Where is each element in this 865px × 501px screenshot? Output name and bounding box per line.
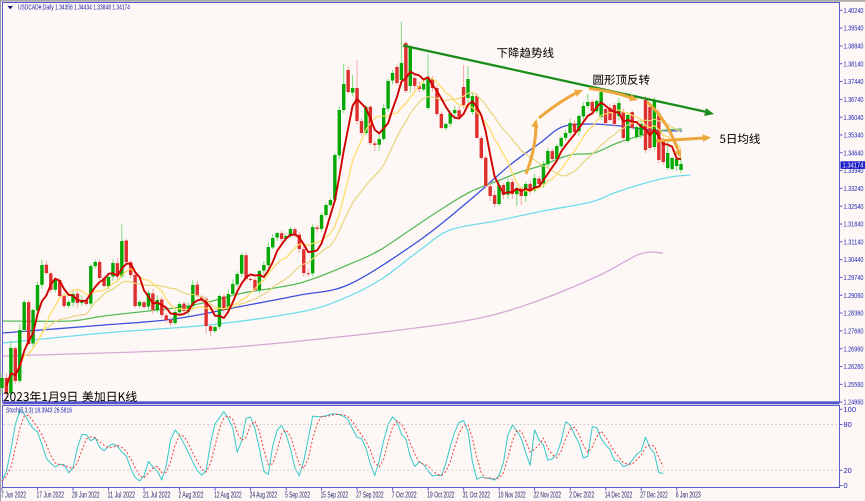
- svg-text:1.29060: 1.29060: [844, 291, 864, 300]
- svg-text:1.29740: 1.29740: [844, 273, 864, 282]
- svg-text:19 Oct 2022: 19 Oct 2022: [427, 491, 455, 500]
- svg-text:29 Jun 2022: 29 Jun 2022: [72, 491, 100, 500]
- svg-text:1.31840: 1.31840: [844, 220, 864, 229]
- svg-text:1.33940: 1.33940: [844, 166, 864, 175]
- svg-text:1.26260: 1.26260: [844, 362, 864, 371]
- svg-text:14 Dec 2022: 14 Dec 2022: [605, 491, 633, 500]
- svg-text:Stoch(5,3,3) 18.3943 26.5816: Stoch(5,3,3) 18.3943 26.5816: [6, 408, 72, 415]
- svg-text:1.27660: 1.27660: [844, 326, 864, 335]
- svg-text:27 Dec 2022: 27 Dec 2022: [640, 491, 668, 500]
- svg-text:1.34174: 1.34174: [843, 162, 864, 169]
- svg-text:12 Aug 2022: 12 Aug 2022: [214, 491, 242, 500]
- svg-text:1.34640: 1.34640: [844, 148, 864, 157]
- svg-text:6 Jan 2023: 6 Jan 2023: [676, 491, 701, 500]
- svg-text:7 Oct 2022: 7 Oct 2022: [392, 491, 417, 500]
- svg-text:1.24860: 1.24860: [844, 398, 864, 407]
- svg-text:1.38840: 1.38840: [844, 42, 864, 51]
- svg-text:1.28360: 1.28360: [844, 309, 864, 318]
- svg-text:21 Jul 2022: 21 Jul 2022: [143, 491, 171, 500]
- svg-text:22 Nov 2022: 22 Nov 2022: [534, 491, 562, 500]
- svg-text:1.26960: 1.26960: [844, 344, 864, 353]
- svg-text:1.39540: 1.39540: [844, 24, 864, 33]
- svg-text:1.40240: 1.40240: [844, 6, 864, 15]
- svg-text:2 Aug 2022: 2 Aug 2022: [179, 491, 204, 500]
- svg-text:5 Sep 2022: 5 Sep 2022: [285, 491, 310, 500]
- svg-text:2 Dec 2022: 2 Dec 2022: [569, 491, 594, 500]
- svg-text:1.38140: 1.38140: [844, 59, 864, 68]
- svg-text:1.30440: 1.30440: [844, 255, 864, 264]
- svg-text:15 Sep 2022: 15 Sep 2022: [321, 491, 349, 500]
- svg-text:USDCAD#,Daily 1.34356 1.34434: USDCAD#,Daily 1.34356 1.34434 1.33848 1.…: [18, 3, 130, 12]
- svg-text:11 Jul 2022: 11 Jul 2022: [108, 491, 136, 500]
- svg-text:1.37440: 1.37440: [844, 77, 864, 86]
- svg-text:1.31140: 1.31140: [844, 237, 864, 246]
- svg-text:0: 0: [844, 481, 848, 490]
- svg-text:1.35340: 1.35340: [844, 131, 864, 140]
- svg-text:31 Oct 2022: 31 Oct 2022: [463, 491, 491, 500]
- svg-text:1.25560: 1.25560: [844, 380, 864, 389]
- svg-text:1.36040: 1.36040: [844, 113, 864, 122]
- svg-text:24 Aug 2022: 24 Aug 2022: [250, 491, 278, 500]
- svg-text:1.36740: 1.36740: [844, 95, 864, 104]
- svg-text:100: 100: [844, 405, 857, 414]
- svg-text:27 Sep 2022: 27 Sep 2022: [356, 491, 384, 500]
- svg-text:10 Nov 2022: 10 Nov 2022: [498, 491, 526, 500]
- svg-text:7 Jun 2022: 7 Jun 2022: [1, 491, 26, 500]
- svg-text:1.32540: 1.32540: [844, 202, 864, 211]
- svg-text:17 Jun 2022: 17 Jun 2022: [37, 491, 65, 500]
- svg-text:20: 20: [844, 466, 852, 475]
- svg-text:80: 80: [844, 420, 852, 429]
- svg-text:1.33240: 1.33240: [844, 184, 864, 193]
